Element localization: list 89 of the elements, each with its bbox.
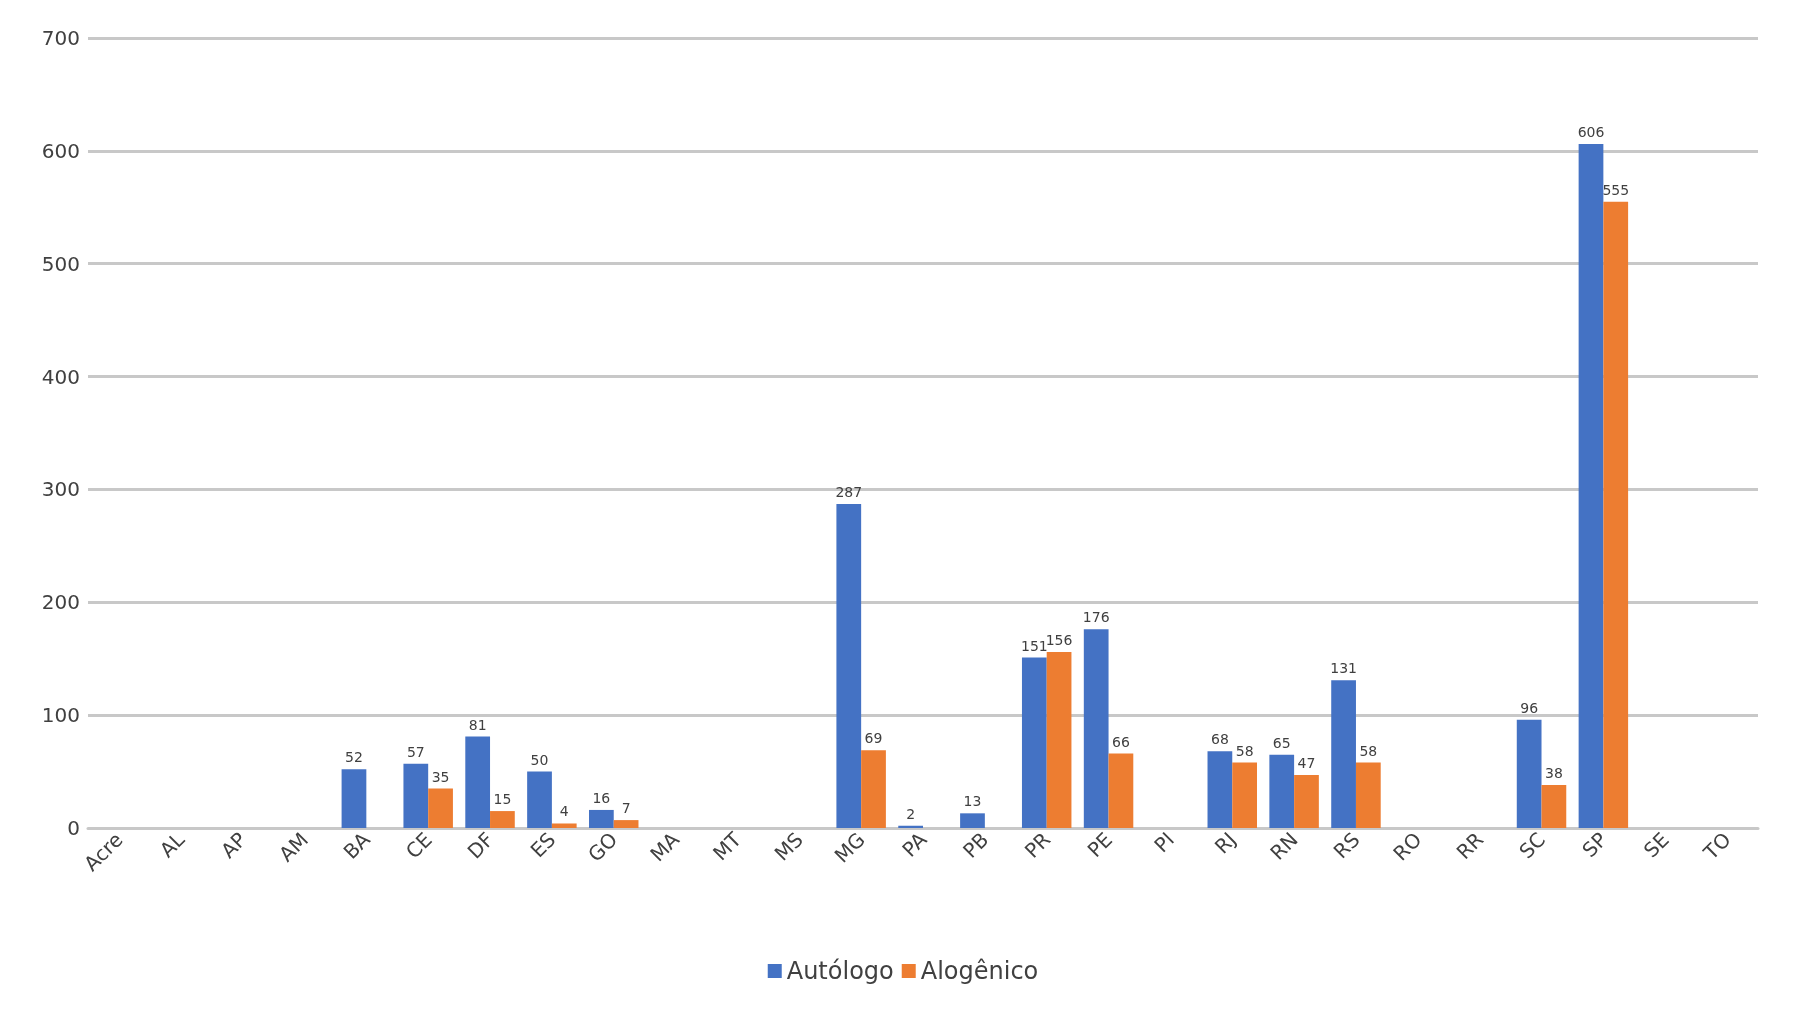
data-label: 156 <box>1045 631 1073 648</box>
bar <box>341 769 367 828</box>
y-tick-label: 300 <box>41 477 80 502</box>
bar <box>1516 719 1542 828</box>
data-label: 15 <box>493 791 512 808</box>
x-tick-label: AP <box>215 827 252 863</box>
bar <box>1578 144 1604 828</box>
x-tick-label: GO <box>583 827 623 867</box>
data-label: 52 <box>345 749 363 766</box>
data-label: 81 <box>468 716 487 733</box>
data-label: 66 <box>1112 733 1130 750</box>
bar <box>960 813 985 828</box>
bar <box>1021 657 1047 828</box>
x-tick-label: SC <box>1514 827 1550 864</box>
bar <box>1083 629 1109 828</box>
x-tick-label: BA <box>338 827 376 864</box>
x-tick-label: AL <box>154 826 190 863</box>
y-tick-label: 200 <box>41 590 80 615</box>
bar <box>1294 774 1319 828</box>
data-label: 96 <box>1520 699 1539 716</box>
x-tick-label: PR <box>1019 827 1056 863</box>
x-tick-label: RS <box>1328 827 1365 864</box>
data-label: 176 <box>1082 609 1110 626</box>
bar <box>1331 680 1356 828</box>
bar <box>861 750 886 828</box>
data-label: 38 <box>1544 765 1563 782</box>
x-tick-label: SE <box>1638 827 1674 863</box>
x-tick-label: RO <box>1388 827 1427 866</box>
x-tick-label: MA <box>645 827 685 867</box>
y-tick-label: 700 <box>41 26 80 50</box>
bar <box>1232 762 1257 828</box>
data-label: 35 <box>431 768 450 785</box>
x-tick-label: ES <box>525 827 561 863</box>
data-label: 7 <box>621 800 631 817</box>
bar <box>527 771 552 828</box>
bar <box>1355 762 1381 828</box>
data-label: 13 <box>963 793 982 810</box>
bar <box>1108 753 1134 828</box>
data-label: 4 <box>559 803 569 820</box>
legend-label: Alogênico <box>920 957 1039 985</box>
data-label: 16 <box>592 789 611 806</box>
data-label: 57 <box>406 743 425 760</box>
y-tick-label: 400 <box>41 364 80 389</box>
bar <box>403 763 429 828</box>
bar <box>551 823 577 828</box>
data-label: 47 <box>1297 754 1316 771</box>
data-label: 606 <box>1577 124 1605 141</box>
y-tick-label: 100 <box>41 703 80 728</box>
bar <box>1603 201 1629 828</box>
data-label: 151 <box>1020 637 1048 654</box>
x-tick-label: MT <box>708 826 747 866</box>
data-label: 58 <box>1235 742 1254 759</box>
x-tick-label: RR <box>1451 827 1489 865</box>
x-tick-label: PE <box>1082 827 1118 862</box>
data-label: 65 <box>1272 734 1291 751</box>
legend-label: Autólogo <box>786 957 894 985</box>
x-tick-label: TO <box>1698 827 1736 865</box>
x-tick-label: AM <box>274 827 313 867</box>
bar <box>490 811 515 828</box>
data-label: 287 <box>835 484 863 501</box>
data-label: 131 <box>1330 660 1357 677</box>
x-tick-label: CE <box>400 827 437 864</box>
bar <box>428 788 453 828</box>
bar <box>836 504 862 828</box>
bar <box>1207 751 1233 828</box>
x-tick-label: SP <box>1577 827 1612 862</box>
data-label: 69 <box>864 730 883 747</box>
x-tick-label: PB <box>958 827 994 863</box>
bar <box>1046 651 1072 828</box>
y-tick-label: 0 <box>67 816 80 840</box>
data-label: 50 <box>530 751 549 768</box>
x-tick-label: RN <box>1265 827 1303 865</box>
data-label: 68 <box>1210 731 1229 748</box>
y-tick-label: 600 <box>41 138 80 163</box>
bar <box>1541 785 1567 828</box>
bar <box>465 736 491 828</box>
x-tick-label: MS <box>769 827 808 866</box>
x-tick-label: DF <box>462 827 499 864</box>
bar <box>589 809 614 828</box>
x-tick-label: PI <box>1149 827 1179 858</box>
bar <box>613 820 639 828</box>
data-label: 555 <box>1602 181 1630 198</box>
x-tick-label: RJ <box>1209 827 1241 859</box>
y-tick-label: 500 <box>41 251 80 276</box>
x-tick-label: PA <box>897 827 932 862</box>
bar <box>1269 754 1295 828</box>
x-tick-label: MG <box>829 827 870 868</box>
data-label: 58 <box>1359 742 1378 759</box>
data-label: 2 <box>906 805 916 822</box>
